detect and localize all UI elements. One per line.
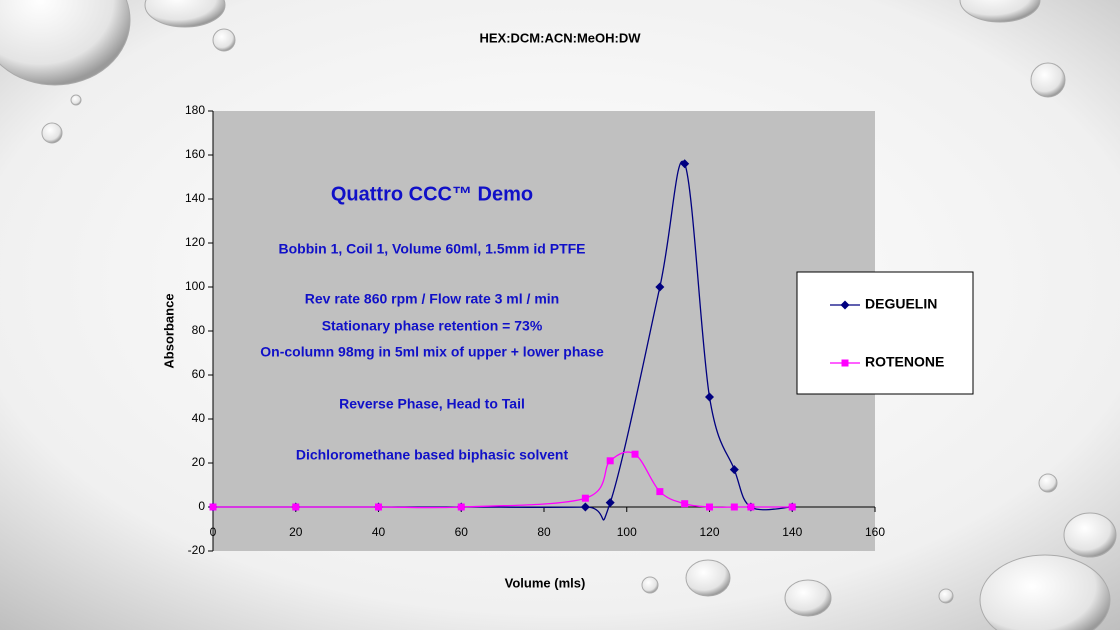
- data-point: [631, 450, 639, 458]
- data-point: [681, 500, 689, 508]
- x-tick-label: 0: [210, 525, 217, 539]
- y-tick-label: 180: [185, 103, 205, 117]
- data-point: [656, 488, 664, 496]
- x-tick-label: 140: [782, 525, 802, 539]
- data-point: [705, 392, 714, 402]
- data-point: [747, 503, 755, 511]
- data-point: [457, 503, 465, 511]
- legend-marker: [841, 359, 849, 367]
- data-point: [209, 503, 217, 511]
- legend: [796, 271, 974, 395]
- y-tick-label: 80: [192, 323, 206, 337]
- annotation: Dichloromethane based biphasic solvent: [296, 447, 569, 463]
- y-tick-label: 120: [185, 235, 205, 249]
- data-point: [580, 502, 590, 512]
- annotation: Rev rate 860 rpm / Flow rate 3 ml / min: [305, 291, 559, 307]
- y-tick-label: 160: [185, 147, 205, 161]
- data-point: [606, 457, 614, 465]
- data-point: [729, 465, 739, 475]
- data-point: [375, 503, 382, 511]
- data-point: [581, 494, 589, 502]
- annotation: On-column 98mg in 5ml mix of upper + low…: [260, 344, 604, 360]
- y-axis-title: Absorbance: [161, 293, 176, 368]
- annotation: Quattro CCC™ Demo: [331, 183, 533, 205]
- data-point: [706, 503, 713, 511]
- y-tick-label: 40: [192, 411, 206, 425]
- x-tick-label: 80: [537, 525, 551, 539]
- x-tick-label: 20: [289, 525, 303, 539]
- data-point: [655, 282, 665, 292]
- data-point: [730, 503, 738, 511]
- plot-area: [213, 111, 875, 551]
- legend-label: DEGUELIN: [865, 296, 937, 312]
- legend-marker: [840, 300, 850, 310]
- x-tick-label: 120: [699, 525, 719, 539]
- x-tick-label: 40: [372, 525, 386, 539]
- y-tick-label: 20: [192, 455, 206, 469]
- data-point: [605, 498, 615, 508]
- y-tick-label: 60: [192, 367, 206, 381]
- x-tick-label: 100: [617, 525, 637, 539]
- data-point: [788, 503, 796, 511]
- x-axis-title: Volume (mls): [505, 575, 586, 590]
- legend-label: ROTENONE: [865, 354, 944, 370]
- annotation: Bobbin 1, Coil 1, Volume 60ml, 1.5mm id …: [278, 241, 585, 257]
- y-tick-label: 100: [185, 279, 205, 293]
- data-point: [680, 159, 690, 169]
- y-tick-label: -20: [188, 543, 206, 557]
- y-tick-label: 140: [185, 191, 205, 205]
- annotation: Stationary phase retention = 73%: [322, 318, 543, 334]
- data-point: [292, 503, 300, 511]
- annotation: Reverse Phase, Head to Tail: [339, 396, 525, 412]
- x-tick-label: 160: [865, 525, 885, 539]
- y-tick-label: 0: [198, 499, 205, 513]
- x-tick-label: 60: [455, 525, 469, 539]
- chart-title: HEX:DCM:ACN:MeOH:DW: [479, 30, 641, 45]
